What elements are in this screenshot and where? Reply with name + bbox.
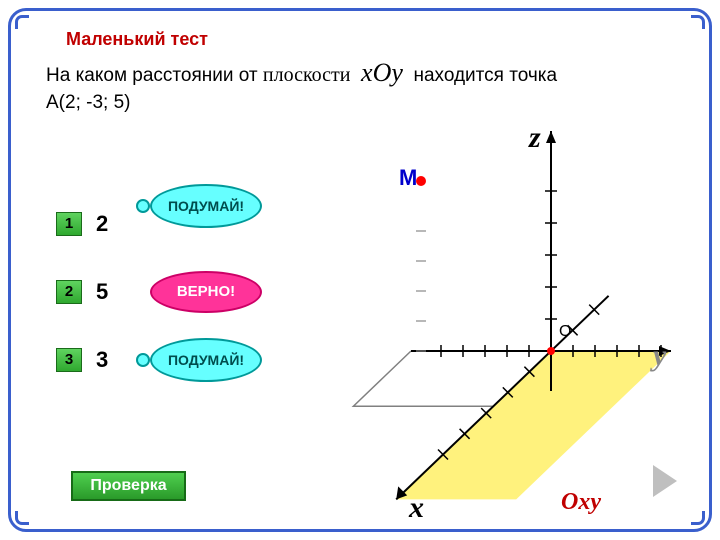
frame-corner [15,511,29,525]
next-arrow-icon[interactable] [653,465,677,497]
slide-frame: Маленький тест На каком расстоянии от пл… [8,8,712,532]
question-text: На каком расстоянии от плоскости xOy нах… [46,55,679,116]
question-plane-word: плоскости [263,64,351,86]
origin-label: О [559,323,571,341]
question-plane-name: xOy [361,58,403,87]
axis-label-x: x [409,491,424,525]
answer-row: 3 3 ПОДУМАЙ! [56,341,336,379]
answers-block: 1 2 ПОДУМАЙ! 2 5 ВЕРНО! 3 3 ПОДУМАЙ! [56,241,336,409]
frame-corner [691,511,705,525]
coord-diagram: z y x Oxy О М [301,121,681,531]
frame-corner [15,15,29,29]
question-mid: находится точка [413,65,557,86]
answer-value: 2 [96,211,120,237]
axis-label-y: y [653,339,666,373]
slide-title: Маленький тест [66,29,208,50]
frame-corner [691,15,705,29]
answer-row: 1 2 ПОДУМАЙ! [56,205,336,243]
answer-value: 5 [96,279,120,305]
axis-label-z: z [529,121,541,155]
diagram-svg [301,121,681,531]
question-point: А(2; -3; 5) [46,92,130,113]
answer-value: 3 [96,347,120,373]
feedback-bubble-correct: ВЕРНО! [150,271,262,313]
feedback-bubble-think: ПОДУМАЙ! [150,338,262,382]
question-prefix: На каком расстоянии от [46,65,263,86]
plane-label-oxy: Oxy [561,489,601,516]
answer-button-2[interactable]: 2 [56,280,82,304]
answer-row: 2 5 ВЕРНО! [56,273,336,311]
answer-button-1[interactable]: 1 [56,212,82,236]
point-m-label: М [399,165,417,191]
answer-button-3[interactable]: 3 [56,348,82,372]
check-button[interactable]: Проверка [71,471,186,501]
feedback-bubble-think: ПОДУМАЙ! [150,184,262,228]
